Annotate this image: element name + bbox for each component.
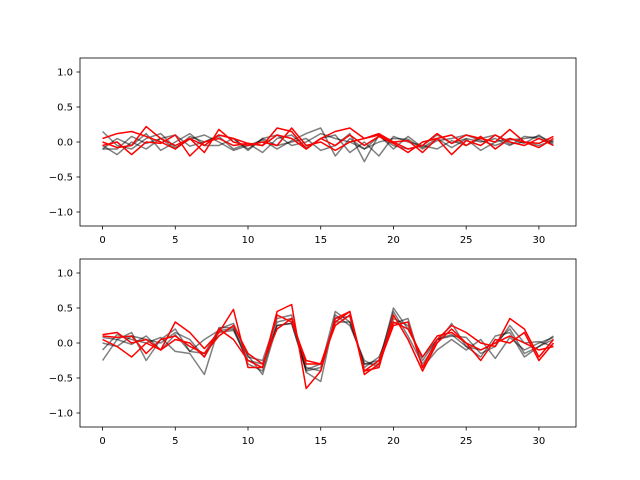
y-tick-label: 1.0: [57, 269, 73, 280]
y-tick-label: −0.5: [49, 374, 73, 385]
y-tick-label: −1.0: [49, 409, 73, 420]
bottom-plot: 0 5 10 15 20 25 30 −1.0 −0.5 0.0 0.5 1.0: [49, 258, 577, 447]
x-tick-label: 10: [242, 235, 255, 246]
top-plot: 0 5 10 15 20 25 30 −1.0 −0.5 0.0 0.5 1.0: [49, 57, 577, 246]
y-tick-label: 0.5: [57, 103, 73, 114]
x-tick-label: 25: [460, 436, 473, 447]
red-series-line-2: [102, 125, 554, 154]
y-tick-label: −1.0: [49, 208, 73, 219]
gray-series-line-2: [102, 132, 554, 163]
x-tick-label: 20: [387, 235, 400, 246]
gray-series-line-0: [101, 310, 554, 376]
x-tick-label: 5: [172, 235, 178, 246]
y-tick-label: 1.0: [57, 68, 73, 79]
x-tick-label: 5: [172, 436, 178, 447]
red-series-line-1: [102, 134, 554, 157]
x-tick-label: 25: [460, 235, 473, 246]
x-tick-label: 0: [99, 235, 105, 246]
y-tick-label: 0.5: [57, 304, 73, 315]
x-tick-label: 15: [314, 436, 327, 447]
x-tick-label: 0: [99, 436, 105, 447]
x-tick-label: 15: [314, 235, 327, 246]
y-tick-label: 0.0: [57, 339, 73, 350]
x-tick-label: 20: [387, 436, 400, 447]
x-tick-label: 10: [242, 436, 255, 447]
x-tick-label: 30: [533, 436, 546, 447]
y-tick-label: 0.0: [57, 138, 73, 149]
x-tick-label: 30: [533, 235, 546, 246]
y-tick-label: −0.5: [49, 173, 73, 184]
red-series-line-2: [102, 314, 554, 372]
